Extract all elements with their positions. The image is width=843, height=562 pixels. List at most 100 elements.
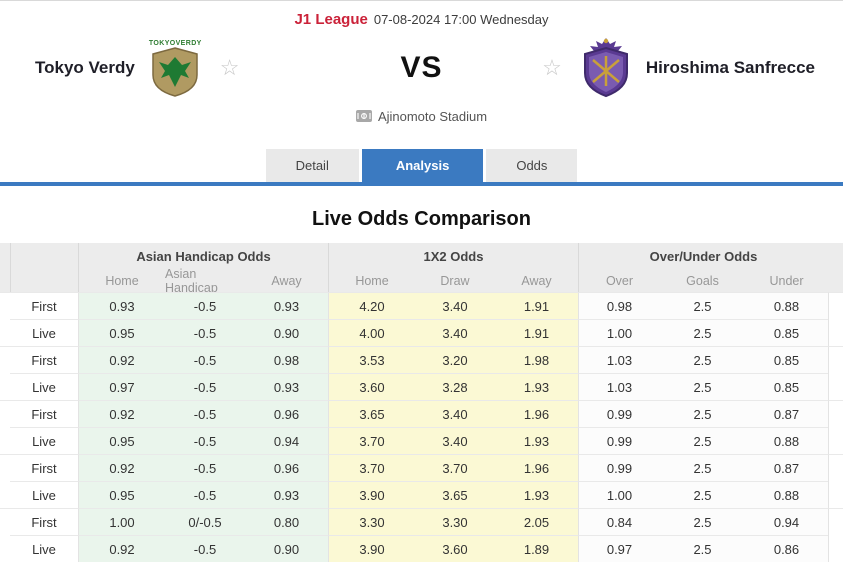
bookmaker-cell — [0, 373, 10, 400]
odds-cell: -0.5 — [165, 319, 245, 346]
col-1x2-draw: Draw — [440, 273, 470, 288]
odds-cell: 1.96 — [495, 400, 578, 427]
tabs-underline — [0, 182, 843, 186]
odds-cell: 0.90 — [245, 319, 328, 346]
bookmaker-cell — [0, 400, 10, 427]
odds-cell: 0.84 — [578, 508, 660, 535]
table-row: First 0.93 -0.5 0.93 4.20 3.40 1.91 0.98 2.5 0.88 — [0, 292, 843, 319]
odds-cell: 3.40 — [415, 400, 495, 427]
odds-cell: 3.70 — [328, 454, 415, 481]
odds-cell: 3.90 — [328, 481, 415, 508]
group-over-under: Over/Under Odds — [578, 243, 828, 269]
odds-cell: 0.87 — [745, 400, 828, 427]
bookmaker-cell — [0, 427, 10, 454]
table-row: Live 0.92 -0.5 0.90 3.90 3.60 1.89 0.97 2.5 0.86 — [0, 535, 843, 562]
odds-cell: 3.60 — [328, 373, 415, 400]
odds-cell: 1.00 — [578, 319, 660, 346]
odds-cell: 0.88 — [745, 427, 828, 454]
table-sub-header: Home Asian Handicap Away Home Draw Away … — [0, 266, 843, 295]
home-favorite-star-icon[interactable]: ☆ — [219, 55, 240, 80]
end-cell — [828, 481, 843, 508]
odds-cell: 0/-0.5 — [165, 508, 245, 535]
odds-cell: 3.60 — [415, 535, 495, 562]
away-favorite-star-icon[interactable]: ☆ — [542, 55, 562, 80]
sanfrecce-crest-icon — [583, 38, 628, 98]
odds-cell: 0.97 — [578, 535, 660, 562]
odds-cell: 0.97 — [78, 373, 165, 400]
row-type-label: Live — [10, 535, 78, 562]
odds-cell: 0.88 — [745, 292, 828, 319]
table-row: First 0.92 -0.5 0.98 3.53 3.20 1.98 1.03 2.5 0.85 — [0, 346, 843, 373]
odds-cell: 0.96 — [245, 454, 328, 481]
home-logo-caption: TOKYOVERDY — [148, 39, 202, 47]
group-1x2: 1X2 Odds — [328, 243, 578, 269]
odds-cell: 1.93 — [495, 481, 578, 508]
odds-cell: -0.5 — [165, 427, 245, 454]
away-team-logo — [580, 38, 632, 98]
tab-detail[interactable]: Detail — [265, 149, 359, 182]
odds-cell: 0.87 — [745, 454, 828, 481]
stadium-line: Ajinomoto Stadium — [0, 105, 843, 127]
row-type-label: First — [10, 292, 78, 319]
end-cell — [828, 292, 843, 319]
tabs-bar: Detail Analysis Odds — [0, 149, 843, 186]
home-team-name[interactable]: Tokyo Verdy — [35, 58, 135, 77]
odds-cell: 1.00 — [578, 481, 660, 508]
odds-cell: 4.00 — [328, 319, 415, 346]
odds-cell: 1.89 — [495, 535, 578, 562]
odds-cell: 0.93 — [78, 292, 165, 319]
tab-odds[interactable]: Odds — [486, 149, 578, 182]
table-row: Live 0.97 -0.5 0.93 3.60 3.28 1.93 1.03 2.5 0.85 — [0, 373, 843, 400]
col-ou-under: Under — [769, 273, 804, 288]
league-line: J1 League 07-08-2024 17:00 Wednesday — [0, 1, 843, 31]
odds-cell: 2.5 — [660, 346, 745, 373]
end-cell — [828, 508, 843, 535]
table-group-header: Asian Handicap Odds 1X2 Odds Over/Under … — [0, 243, 843, 269]
odds-cell: 3.90 — [328, 535, 415, 562]
end-cell — [828, 346, 843, 373]
odds-cell: 2.5 — [660, 481, 745, 508]
league-name[interactable]: J1 League — [294, 11, 368, 28]
odds-cell: 0.85 — [745, 373, 828, 400]
odds-cell: -0.5 — [165, 346, 245, 373]
odds-cell: 0.92 — [78, 454, 165, 481]
odds-cell: 1.98 — [495, 346, 578, 373]
row-type-label: First — [10, 400, 78, 427]
odds-cell: -0.5 — [165, 400, 245, 427]
bookmaker-cell — [0, 319, 10, 346]
table-row: First 1.00 0/-0.5 0.80 3.30 3.30 2.05 0.84 2.5 0.… — [0, 508, 843, 535]
group-asian-handicap: Asian Handicap Odds — [78, 243, 328, 269]
stadium-name: Ajinomoto Stadium — [377, 108, 488, 124]
vs-label: VS — [400, 51, 443, 84]
table-row: First 0.92 -0.5 0.96 3.70 3.70 1.96 0.99 2.5 0.87 — [0, 454, 843, 481]
odds-cell: 0.95 — [78, 319, 165, 346]
odds-cell: 1.03 — [578, 373, 660, 400]
odds-cell: 2.5 — [660, 535, 745, 562]
odds-cell: -0.5 — [165, 454, 245, 481]
odds-cell: 3.53 — [328, 346, 415, 373]
col-ah-handicap: Asian Handicap — [165, 266, 218, 295]
odds-cell: 0.85 — [745, 319, 828, 346]
tab-analysis[interactable]: Analysis — [361, 149, 484, 182]
row-type-label: Live — [10, 319, 78, 346]
end-cell — [828, 373, 843, 400]
odds-cell: 3.65 — [328, 400, 415, 427]
odds-cell: 2.5 — [660, 508, 745, 535]
col-ou-over: Over — [578, 269, 660, 292]
odds-cell: 1.00 — [78, 508, 165, 535]
table-row: Live 0.95 -0.5 0.93 3.90 3.65 1.93 1.00 2.5 0.88 — [0, 481, 843, 508]
away-team-name[interactable]: Hiroshima Sanfrecce — [645, 58, 815, 77]
col-ou-goals: Goals — [686, 273, 719, 288]
odds-cell: 0.90 — [245, 535, 328, 562]
odds-cell: 3.40 — [415, 292, 495, 319]
odds-cell: -0.5 — [165, 535, 245, 562]
row-type-label: Live — [10, 373, 78, 400]
home-team-block: Tokyo Verdy TOKYOVERDY ☆ — [0, 40, 243, 97]
odds-cell: 0.95 — [78, 481, 165, 508]
row-type-label: First — [10, 454, 78, 481]
table-row: Live 0.95 -0.5 0.90 4.00 3.40 1.91 1.00 2.5 0.85 — [0, 319, 843, 346]
odds-cell: 3.65 — [415, 481, 495, 508]
match-header: J1 League 07-08-2024 17:00 Wednesday Toky… — [0, 1, 843, 127]
odds-cell: 0.92 — [78, 346, 165, 373]
table-row: Live 0.95 -0.5 0.94 3.70 3.40 1.93 0.99 2.5 0.88 — [0, 427, 843, 454]
